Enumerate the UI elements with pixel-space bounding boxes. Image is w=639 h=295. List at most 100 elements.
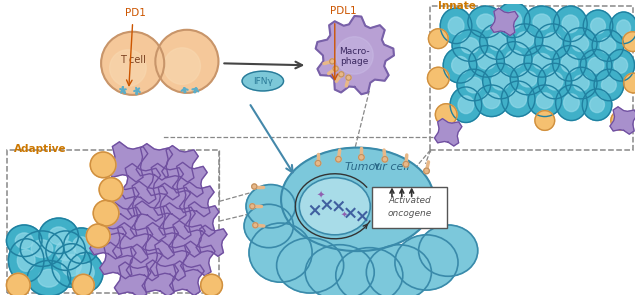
- Text: ✦: ✦: [341, 209, 348, 218]
- Circle shape: [315, 160, 321, 166]
- Text: ✦: ✦: [317, 190, 325, 200]
- Ellipse shape: [491, 72, 509, 90]
- Polygon shape: [159, 203, 196, 239]
- Circle shape: [86, 224, 110, 248]
- Circle shape: [101, 32, 164, 95]
- Ellipse shape: [468, 6, 504, 38]
- Ellipse shape: [366, 245, 431, 295]
- Circle shape: [403, 161, 409, 167]
- Ellipse shape: [535, 24, 571, 59]
- Ellipse shape: [440, 8, 472, 44]
- Circle shape: [427, 67, 449, 89]
- Polygon shape: [90, 222, 127, 259]
- Circle shape: [201, 274, 222, 295]
- Polygon shape: [127, 244, 163, 281]
- Ellipse shape: [305, 245, 374, 295]
- Ellipse shape: [583, 10, 613, 42]
- Polygon shape: [121, 163, 160, 204]
- Ellipse shape: [15, 233, 33, 249]
- Ellipse shape: [49, 227, 68, 245]
- Ellipse shape: [458, 96, 473, 114]
- Polygon shape: [169, 221, 205, 257]
- Ellipse shape: [617, 20, 631, 36]
- Polygon shape: [491, 8, 518, 36]
- Polygon shape: [100, 242, 136, 279]
- Circle shape: [250, 204, 255, 209]
- Bar: [431, 6, 633, 150]
- Ellipse shape: [533, 53, 551, 69]
- Ellipse shape: [56, 241, 75, 260]
- Text: Tumour cell: Tumour cell: [345, 162, 410, 172]
- Circle shape: [622, 32, 639, 51]
- Polygon shape: [173, 162, 207, 197]
- Ellipse shape: [448, 17, 464, 35]
- Ellipse shape: [452, 56, 468, 74]
- Ellipse shape: [505, 50, 523, 68]
- Circle shape: [155, 30, 219, 93]
- Polygon shape: [150, 240, 190, 281]
- Ellipse shape: [572, 36, 589, 51]
- Polygon shape: [142, 260, 178, 295]
- Ellipse shape: [52, 244, 91, 287]
- Ellipse shape: [582, 89, 612, 120]
- Polygon shape: [169, 261, 204, 295]
- Circle shape: [110, 50, 146, 86]
- Ellipse shape: [497, 42, 532, 77]
- Circle shape: [252, 184, 257, 189]
- Ellipse shape: [477, 14, 495, 30]
- Ellipse shape: [62, 255, 81, 276]
- Ellipse shape: [573, 75, 589, 91]
- Ellipse shape: [27, 260, 70, 295]
- Ellipse shape: [524, 6, 560, 38]
- Ellipse shape: [461, 38, 479, 53]
- Polygon shape: [185, 202, 219, 236]
- Ellipse shape: [507, 24, 543, 55]
- Polygon shape: [316, 16, 394, 94]
- Ellipse shape: [277, 238, 344, 293]
- Circle shape: [428, 29, 448, 48]
- Polygon shape: [147, 163, 183, 200]
- Ellipse shape: [590, 97, 604, 113]
- Ellipse shape: [566, 67, 597, 99]
- Text: Innate: Innate: [438, 1, 476, 11]
- Ellipse shape: [607, 50, 635, 81]
- Circle shape: [72, 274, 94, 295]
- Polygon shape: [154, 183, 190, 219]
- FancyBboxPatch shape: [373, 186, 447, 228]
- Ellipse shape: [469, 45, 504, 77]
- Ellipse shape: [475, 85, 508, 117]
- Ellipse shape: [510, 90, 527, 108]
- Circle shape: [93, 200, 119, 226]
- Ellipse shape: [242, 71, 284, 91]
- Ellipse shape: [590, 18, 605, 34]
- Polygon shape: [127, 181, 167, 221]
- Text: T cell: T cell: [119, 55, 146, 65]
- Ellipse shape: [538, 63, 571, 99]
- Polygon shape: [136, 144, 173, 180]
- Ellipse shape: [562, 15, 579, 33]
- Ellipse shape: [46, 231, 86, 270]
- Polygon shape: [114, 262, 151, 295]
- Circle shape: [99, 178, 123, 201]
- Ellipse shape: [38, 269, 59, 287]
- Bar: [8, 150, 219, 293]
- Ellipse shape: [592, 30, 624, 61]
- Circle shape: [611, 111, 631, 130]
- Ellipse shape: [600, 38, 616, 53]
- Circle shape: [90, 152, 116, 178]
- Ellipse shape: [588, 58, 604, 73]
- Polygon shape: [196, 225, 227, 256]
- Ellipse shape: [299, 178, 370, 235]
- Ellipse shape: [564, 94, 580, 112]
- Ellipse shape: [17, 250, 35, 271]
- Ellipse shape: [497, 2, 530, 38]
- Text: IFNγ: IFNγ: [253, 77, 273, 86]
- Ellipse shape: [31, 240, 53, 258]
- Ellipse shape: [335, 37, 373, 74]
- Circle shape: [435, 104, 457, 125]
- Ellipse shape: [249, 223, 312, 282]
- Ellipse shape: [546, 72, 563, 90]
- Circle shape: [382, 156, 388, 162]
- Circle shape: [624, 73, 639, 93]
- Ellipse shape: [395, 235, 458, 290]
